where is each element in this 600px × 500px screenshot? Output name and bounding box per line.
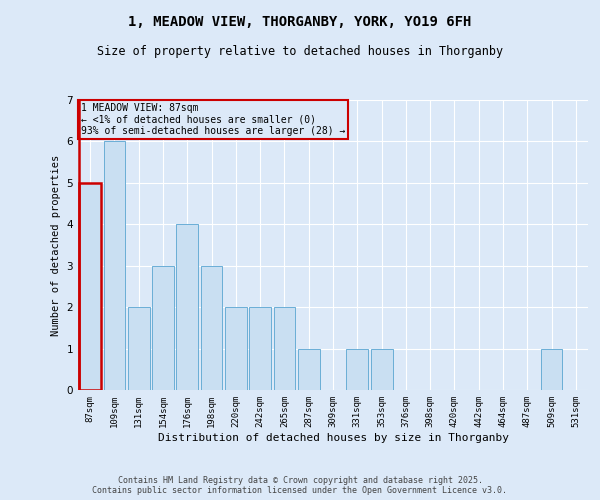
Bar (225, 307, 247, 390)
Text: 1 MEADOW VIEW: 87sqm
← <1% of detached houses are smaller (0)
93% of semi-detach: 1 MEADOW VIEW: 87sqm ← <1% of detached h… (80, 103, 345, 136)
Bar (298, 348, 320, 390)
Bar (176, 224, 198, 390)
Bar (541, 348, 562, 390)
Bar (371, 348, 392, 390)
Bar (249, 307, 271, 390)
X-axis label: Distribution of detached houses by size in Thorganby: Distribution of detached houses by size … (157, 432, 509, 442)
Bar (104, 142, 125, 390)
Bar (79, 183, 101, 390)
Bar (152, 266, 174, 390)
Text: Contains HM Land Registry data © Crown copyright and database right 2025.
Contai: Contains HM Land Registry data © Crown c… (92, 476, 508, 495)
Text: 1, MEADOW VIEW, THORGANBY, YORK, YO19 6FH: 1, MEADOW VIEW, THORGANBY, YORK, YO19 6F… (128, 15, 472, 29)
Y-axis label: Number of detached properties: Number of detached properties (51, 154, 61, 336)
Bar (346, 348, 368, 390)
Bar (128, 307, 149, 390)
Bar (274, 307, 295, 390)
Text: Size of property relative to detached houses in Thorganby: Size of property relative to detached ho… (97, 45, 503, 58)
Bar (200, 266, 223, 390)
